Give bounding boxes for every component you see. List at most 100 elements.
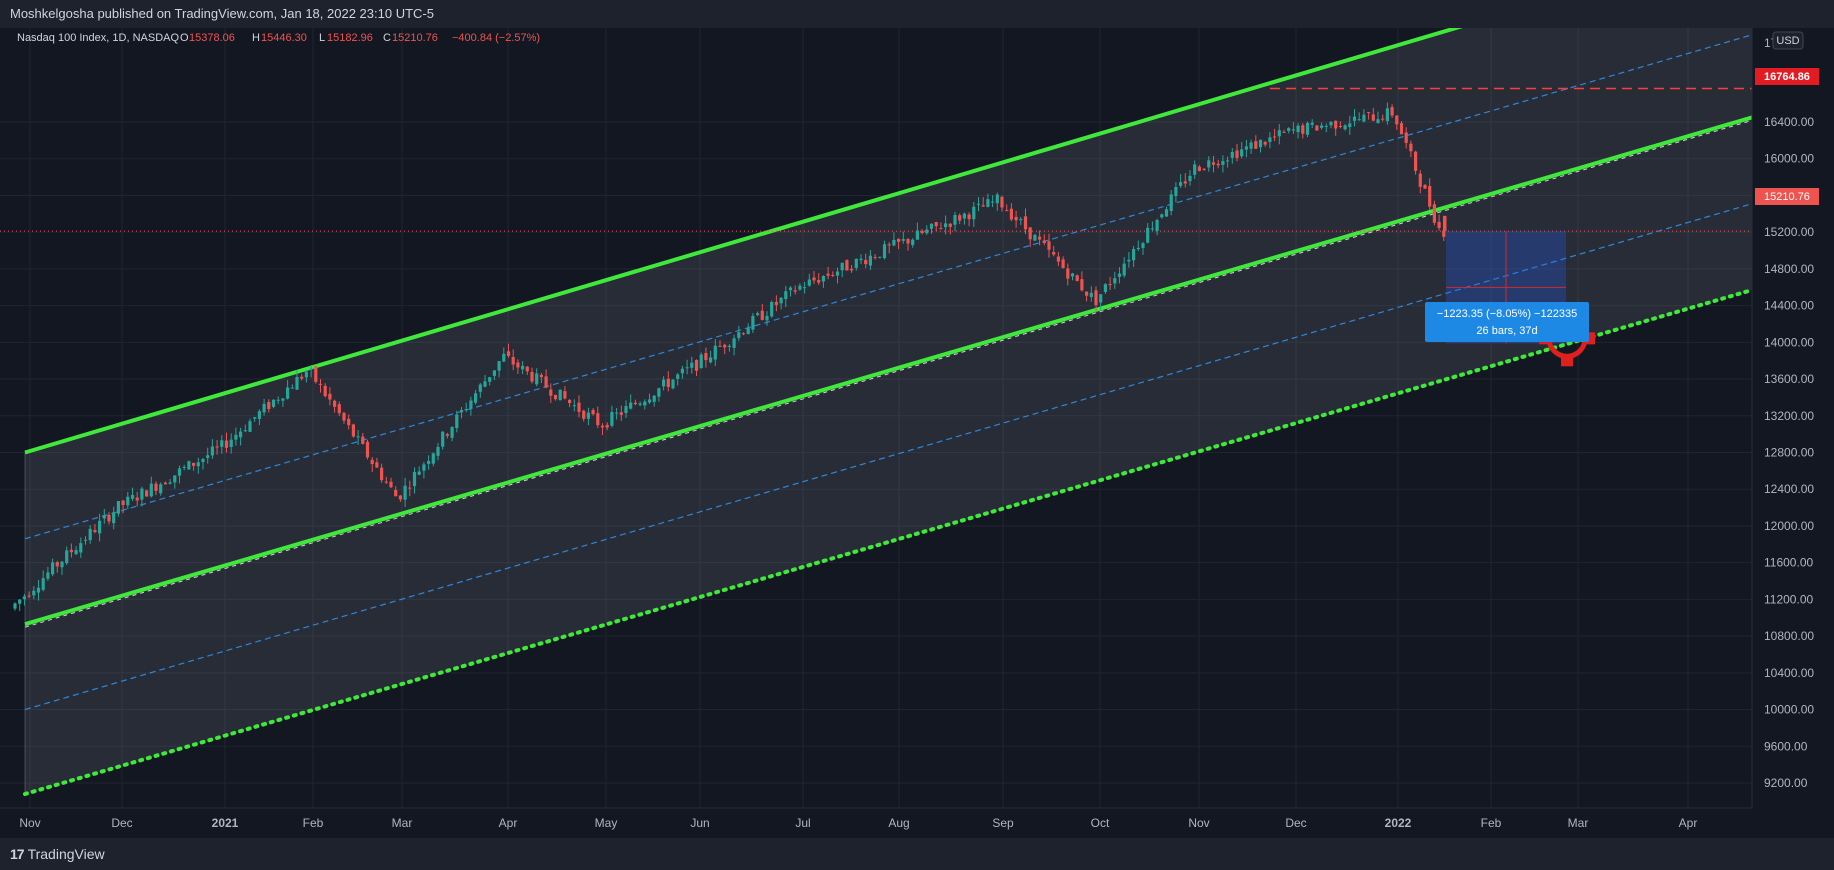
candle-body (1258, 139, 1263, 148)
candle-body (727, 345, 731, 347)
candle-body (652, 395, 656, 402)
candle-body (83, 539, 88, 541)
price-tick-label: 12400.00 (1764, 482, 1814, 496)
candle-body (868, 255, 872, 266)
currency-button[interactable] (1772, 31, 1804, 50)
candle-body (145, 490, 149, 497)
candle-body (709, 357, 713, 363)
time-tick-label: Jun (690, 816, 709, 830)
candle-body (234, 434, 238, 440)
candle-body (412, 472, 417, 487)
price-tick-label: 13600.00 (1764, 372, 1814, 386)
tv-logo-icon: 17 (10, 846, 25, 862)
candle-body (1211, 162, 1216, 165)
candle-body (666, 378, 670, 387)
candle-body (1019, 219, 1023, 221)
candle-body (22, 596, 26, 600)
candle-body (563, 391, 567, 399)
candle-body (1249, 142, 1253, 149)
candle-body (1324, 125, 1328, 127)
price-tick-label: 10400.00 (1764, 666, 1814, 680)
candle-body (1108, 284, 1112, 286)
channel-shade (25, 25, 1752, 795)
candle-body (699, 354, 703, 369)
candle-body (163, 482, 167, 485)
last-price-label: 15210.76 (1764, 191, 1810, 203)
candle-body (685, 367, 689, 369)
candle-body (116, 501, 120, 514)
candle-body (1028, 227, 1032, 240)
candle-body (149, 483, 153, 497)
chart-svg[interactable]: 9200.00 9600.00 10000.00 10400.00 10800.00 11… (0, 23, 1834, 838)
candle-body (220, 440, 224, 447)
price-axis (1752, 28, 1834, 838)
candle-body (596, 413, 600, 426)
candle-body (107, 514, 111, 522)
candle-body (201, 458, 205, 463)
candle-body (1094, 290, 1098, 306)
time-tick-label: 2021 (212, 816, 239, 830)
candle-body (271, 399, 276, 407)
candle-body (98, 520, 102, 534)
candle-body (1310, 122, 1314, 125)
candle-body (1230, 152, 1234, 158)
candle-body (1240, 149, 1244, 157)
time-tick-label: Apr (1679, 816, 1698, 830)
candle-body (239, 431, 243, 438)
candle-body (1216, 163, 1220, 166)
candle-body (1282, 131, 1286, 133)
candle-body (1362, 114, 1366, 122)
candle-body (13, 603, 17, 609)
candle-body (1277, 130, 1281, 137)
time-tick-label: 2022 (1385, 816, 1412, 830)
channel-lines[interactable] (0, 23, 1754, 797)
candle-body (276, 399, 280, 401)
candle-body (1056, 256, 1060, 262)
candle-body (732, 338, 736, 348)
candle-body (267, 402, 271, 410)
price-tick-label: 16000.00 (1764, 152, 1814, 166)
candle-body (1320, 125, 1324, 128)
candle-body (788, 287, 793, 291)
candle-body (243, 430, 247, 432)
legend-c-label: C (383, 32, 391, 44)
candle-body (1423, 184, 1427, 189)
candle-body (840, 262, 844, 271)
measure-tooltip (1425, 302, 1589, 342)
candle-body (1132, 249, 1136, 261)
candle-body (1080, 279, 1084, 291)
candle-body (318, 383, 323, 385)
candle-body (1352, 116, 1357, 121)
chart-area[interactable]: 9200.00 9600.00 10000.00 10400.00 10800.00 11… (0, 23, 1834, 838)
candle-body (751, 315, 755, 330)
candle-body (610, 412, 614, 426)
candle-body (1291, 129, 1295, 131)
candle-body (647, 399, 652, 403)
candle-body (572, 405, 576, 407)
candle-body (1348, 123, 1352, 128)
currency-button-label[interactable]: USD (1776, 35, 1799, 47)
candle-body (1146, 227, 1150, 243)
tradingview-logo[interactable]: 17 TradingView (10, 844, 105, 864)
candle-body (619, 412, 623, 415)
candle-body (803, 287, 807, 289)
candle-body (1075, 275, 1079, 281)
candle-body (845, 260, 849, 271)
candle-body (1155, 219, 1159, 231)
candle-body (1301, 125, 1305, 134)
candle-body (257, 411, 261, 419)
candle-body (1305, 122, 1310, 135)
candle-body (55, 562, 59, 567)
candle-body (530, 371, 534, 382)
candle-body (455, 414, 459, 429)
legend-l-value: 15182.96 (327, 32, 373, 44)
candle-body (295, 376, 299, 390)
time-tick-label: Dec (111, 816, 132, 830)
candle-body (925, 229, 929, 234)
candle-body (779, 297, 783, 304)
candle-body (389, 481, 393, 488)
candle-body (370, 459, 374, 465)
last-price-tag (1755, 188, 1819, 205)
candle-body (375, 462, 379, 468)
candle-body (1141, 243, 1145, 249)
